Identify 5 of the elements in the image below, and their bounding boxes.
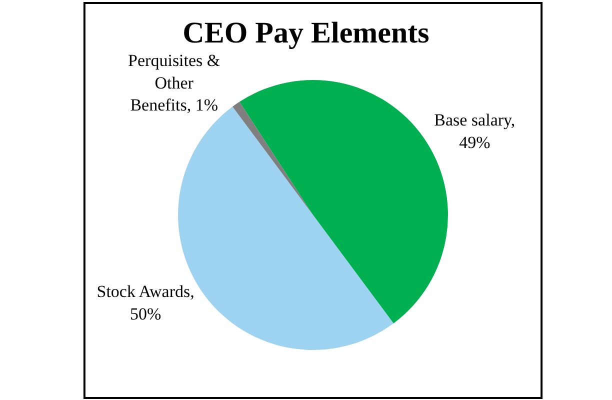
slice-label: Stock Awards, 50% [96,282,194,324]
slice-label: Base salary, 49% [434,110,516,152]
slice-label: Perquisites & Other Benefits, 1% [128,51,220,114]
pie-slice [232,102,313,215]
chart-title: CEO Pay Elements [182,16,430,50]
